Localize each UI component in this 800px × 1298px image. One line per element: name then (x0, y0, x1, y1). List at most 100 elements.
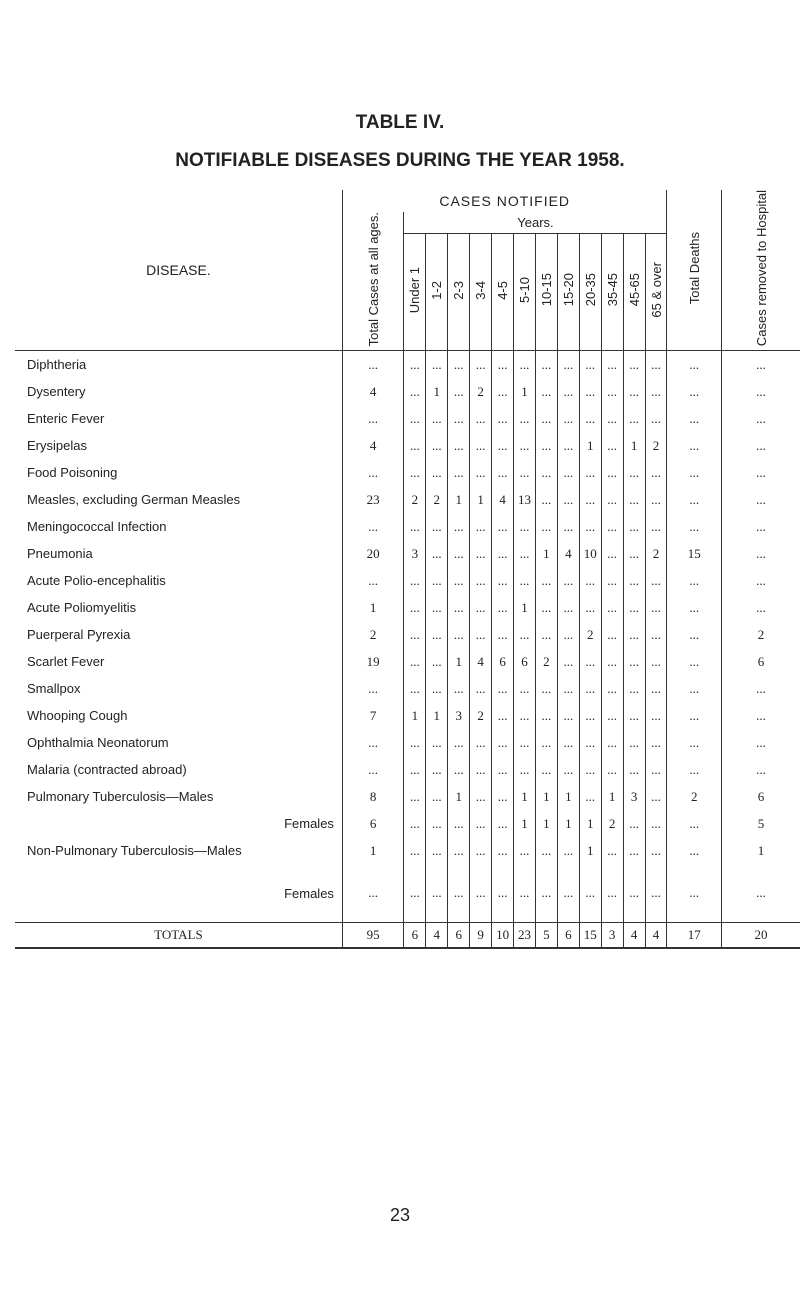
cell: ... (403, 675, 426, 703)
disease-name: Scarlet Fever (27, 654, 105, 670)
cell: ... (403, 350, 426, 379)
column-header: 2-3 (447, 233, 470, 352)
cell: ... (578, 567, 602, 595)
cell: ... (622, 864, 646, 923)
cell: ... (447, 810, 470, 838)
column-header: Total Deaths (666, 190, 722, 352)
column-header-text: 15-20 (560, 273, 576, 307)
cell: ... (341, 513, 404, 541)
table-row: Enteric Fever...........................… (15, 405, 800, 433)
disease-name: Non-Pulmonary Tuberculosis—Males (27, 843, 242, 859)
cell: ... (578, 864, 602, 923)
cell: ... (425, 648, 448, 676)
cell: ... (721, 864, 800, 923)
column-header: 15-20 (556, 233, 580, 352)
cell: ... (341, 675, 404, 703)
cell: ... (403, 513, 426, 541)
cell: 1 (578, 837, 602, 865)
column-header-text: Cases removed to Hospital (753, 190, 769, 347)
cell: ... (447, 432, 470, 460)
cell: ... (491, 621, 514, 649)
cell: ... (622, 729, 646, 757)
table-row: Diphtheria..............................… (15, 350, 800, 379)
cell: ... (469, 513, 492, 541)
cell: 3 (622, 783, 646, 811)
cell: 6 (721, 648, 800, 676)
cell: ... (341, 405, 404, 433)
cell: ... (469, 567, 492, 595)
cell: 1 (447, 486, 470, 514)
cell: ... (491, 567, 514, 595)
cell: ... (403, 810, 426, 838)
cell: ... (556, 864, 580, 923)
cell: ... (403, 567, 426, 595)
cell: 5 (721, 810, 800, 838)
cell: ... (600, 594, 624, 622)
cell: ... (491, 675, 514, 703)
total-cell: 4 (425, 922, 448, 950)
cell: ... (666, 810, 722, 838)
cell: ... (666, 702, 722, 730)
cell: ... (622, 810, 646, 838)
cell: ... (622, 648, 646, 676)
cell: ... (644, 810, 667, 838)
cell: ... (578, 783, 602, 811)
cell: 1 (556, 783, 580, 811)
cell: ... (644, 837, 667, 865)
cell: ... (578, 378, 602, 406)
cell: ... (425, 729, 448, 757)
disease-name: Smallpox (27, 681, 81, 697)
cell: ... (425, 783, 448, 811)
cell: ... (578, 729, 602, 757)
cell: ... (721, 756, 800, 784)
cell: ... (447, 594, 470, 622)
cell: ... (721, 702, 800, 730)
cell: ... (556, 594, 580, 622)
cell: ... (666, 648, 722, 676)
cell: ... (556, 432, 580, 460)
table: DISEASE. CASES NOTIFIED Total Deaths Cases … (15, 190, 800, 950)
cell: 3 (403, 540, 426, 568)
cell: ... (513, 702, 536, 730)
cell: ... (556, 648, 580, 676)
column-header-text: 1-2 (429, 280, 445, 300)
cell: ... (578, 486, 602, 514)
cell: ... (469, 675, 492, 703)
cell: ... (644, 675, 667, 703)
cell: 4 (556, 540, 580, 568)
cell: ... (556, 567, 580, 595)
cell: 1 (513, 783, 536, 811)
cell: ... (622, 405, 646, 433)
cell: 4 (469, 648, 492, 676)
cell: ... (622, 486, 646, 514)
cell: ... (513, 756, 536, 784)
cell: ... (491, 864, 514, 923)
cell: ... (469, 432, 492, 460)
cell: ... (644, 648, 667, 676)
disease-name: Food Poisoning (27, 465, 118, 481)
cell: ... (513, 513, 536, 541)
cell: ... (425, 594, 448, 622)
disease-name: Whooping Cough (27, 708, 128, 724)
cell: ... (341, 567, 404, 595)
disease-name: Pneumonia (27, 546, 93, 562)
cell: ... (403, 432, 426, 460)
cell: ... (513, 540, 536, 568)
cell: ... (534, 675, 558, 703)
cell: 2 (425, 486, 448, 514)
cell: ... (578, 513, 602, 541)
column-header: Cases removed to Hospital (721, 190, 800, 352)
cell: ... (556, 837, 580, 865)
cell: 1 (447, 783, 470, 811)
cell: ... (534, 702, 558, 730)
cell: ... (721, 405, 800, 433)
cell: ... (425, 513, 448, 541)
cell: ... (721, 459, 800, 487)
cell: 1 (513, 378, 536, 406)
cell: ... (578, 648, 602, 676)
cell: ... (513, 459, 536, 487)
cell: ... (491, 540, 514, 568)
cell: ... (491, 837, 514, 865)
cell: ... (666, 837, 722, 865)
cell: 1 (534, 810, 558, 838)
